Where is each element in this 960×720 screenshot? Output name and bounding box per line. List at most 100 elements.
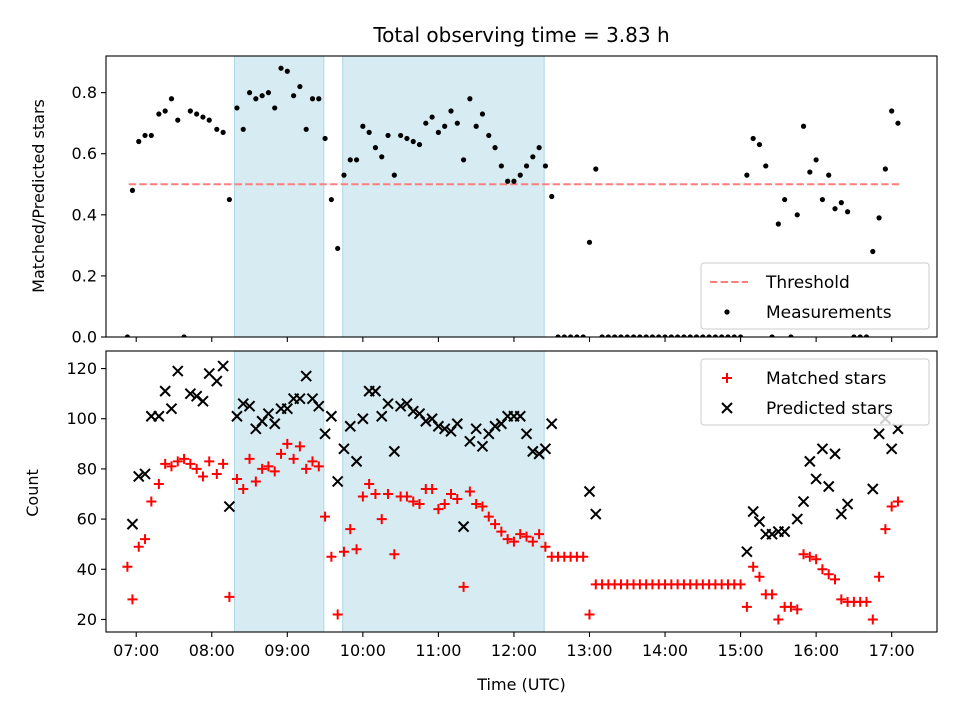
predicted-stars-point <box>766 528 778 540</box>
predicted-stars-point <box>778 525 791 538</box>
measurement-point <box>505 178 511 184</box>
predicted-stars-point <box>184 387 197 400</box>
measurement-point <box>542 163 549 169</box>
matched-stars-point <box>823 569 834 580</box>
measurement-point <box>618 334 624 337</box>
matched-stars-point <box>140 534 151 545</box>
legend-entry-label: Measurements <box>766 303 892 323</box>
predicted-stars-point <box>357 413 369 425</box>
measurement-point <box>181 334 187 337</box>
predicted-stars-point <box>753 515 766 528</box>
matched-stars-point <box>185 458 196 469</box>
measurement-point <box>800 123 807 129</box>
matched-stars-point <box>867 614 878 625</box>
measurement-point <box>549 193 555 200</box>
measurement-point <box>756 141 763 148</box>
predicted-stars-point <box>139 468 151 480</box>
predicted-stars-point <box>539 443 552 455</box>
predicted-stars-point <box>388 445 401 458</box>
predicted-stars-point <box>407 405 419 417</box>
matched-stars-point <box>357 491 368 502</box>
matched-stars-point <box>288 453 299 464</box>
matched-stars-point <box>364 478 375 489</box>
matched-stars-point <box>496 526 507 537</box>
matched-stars-point <box>534 529 545 540</box>
matched-stars-point <box>276 448 287 459</box>
measurement-point <box>681 334 687 337</box>
measurement-point <box>612 334 618 337</box>
predicted-stars-point <box>313 400 325 412</box>
matched-stars-point <box>172 456 183 467</box>
matched-stars-point <box>508 536 519 547</box>
y-tick-label: 60 <box>77 510 97 529</box>
predicted-stars-point <box>223 500 236 513</box>
measurement-point <box>200 114 206 120</box>
matched-stars-point <box>231 473 242 484</box>
measurement-point <box>624 334 630 337</box>
matched-stars-point <box>735 579 746 590</box>
legend-predicted-swatch <box>721 402 733 414</box>
observing-window-0 <box>233 55 325 338</box>
measurement-point <box>309 96 316 102</box>
y-tick-label: 40 <box>77 560 97 579</box>
predicted-stars-point <box>520 428 533 440</box>
predicted-stars-point <box>382 397 394 410</box>
measurement-point <box>744 172 750 178</box>
measurement-point <box>725 334 731 337</box>
legend-entry-label: Threshold <box>765 273 850 293</box>
measurement-point <box>303 126 309 132</box>
measurement-point <box>750 135 756 142</box>
matched-stars-point <box>160 458 171 469</box>
measurement-point <box>410 138 416 145</box>
measurement-point <box>187 108 193 114</box>
predicted-stars-point <box>300 370 312 382</box>
measurement-point <box>845 209 851 215</box>
y-tick-label: 0.0 <box>72 328 97 347</box>
measurement-point <box>148 132 154 139</box>
measurement-point <box>448 108 454 114</box>
legend-box <box>700 358 930 426</box>
matched-stars-point <box>269 466 280 477</box>
matched-stars-point <box>836 594 847 605</box>
measurement-point <box>687 334 693 337</box>
matched-stars-point <box>741 601 752 612</box>
legend: Matched stars Predicted stars <box>700 358 930 426</box>
measurement-point <box>360 123 366 129</box>
measurement-point <box>435 129 441 135</box>
predicted-stars-point <box>420 415 432 427</box>
measurement-point <box>194 111 200 117</box>
predicted-stars-point <box>470 423 482 435</box>
predicted-stars-point <box>438 423 451 435</box>
matched-stars-point <box>244 453 255 464</box>
matched-stars-point <box>197 471 208 482</box>
matched-stars-point <box>464 486 475 497</box>
bottom-y-axis-label: Count <box>23 469 42 517</box>
matched-stars-point <box>515 529 526 540</box>
matched-stars-point <box>874 571 885 582</box>
measurement-point <box>882 166 888 172</box>
matched-stars-point <box>483 511 494 522</box>
predicted-stars-point <box>294 392 306 405</box>
measurement-point <box>353 157 360 163</box>
measurement-point <box>536 145 542 151</box>
measurement-point <box>467 96 473 102</box>
matched-stars-point <box>584 609 595 620</box>
measurement-point <box>819 196 826 203</box>
measurement-point <box>240 126 246 132</box>
predicted-stars-point <box>464 435 476 448</box>
predicted-stars-point <box>350 455 363 468</box>
matched-stars-point <box>320 511 331 522</box>
measurement-point <box>206 117 212 123</box>
predicted-stars-point <box>133 470 145 483</box>
matched-stars-point <box>886 501 897 512</box>
measurement-point <box>372 145 379 151</box>
matched-stars-point <box>521 531 532 542</box>
matched-stars-point <box>804 551 815 562</box>
legend: Threshold Measurements <box>700 262 930 330</box>
measurement-point <box>857 334 863 337</box>
measurement-point <box>876 215 882 221</box>
legend-entry-label: Matched stars <box>766 369 886 389</box>
predicted-stars-point <box>243 400 256 412</box>
measurement-point <box>675 334 681 337</box>
matched-stars-point <box>345 524 356 535</box>
